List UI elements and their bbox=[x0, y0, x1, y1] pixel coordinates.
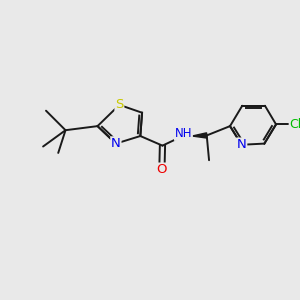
Text: NH: NH bbox=[175, 127, 192, 140]
Text: N: N bbox=[111, 137, 121, 150]
Text: S: S bbox=[115, 98, 124, 111]
Text: O: O bbox=[157, 163, 167, 176]
Text: N: N bbox=[237, 138, 247, 151]
Text: Cl: Cl bbox=[290, 118, 300, 131]
Polygon shape bbox=[192, 133, 207, 138]
